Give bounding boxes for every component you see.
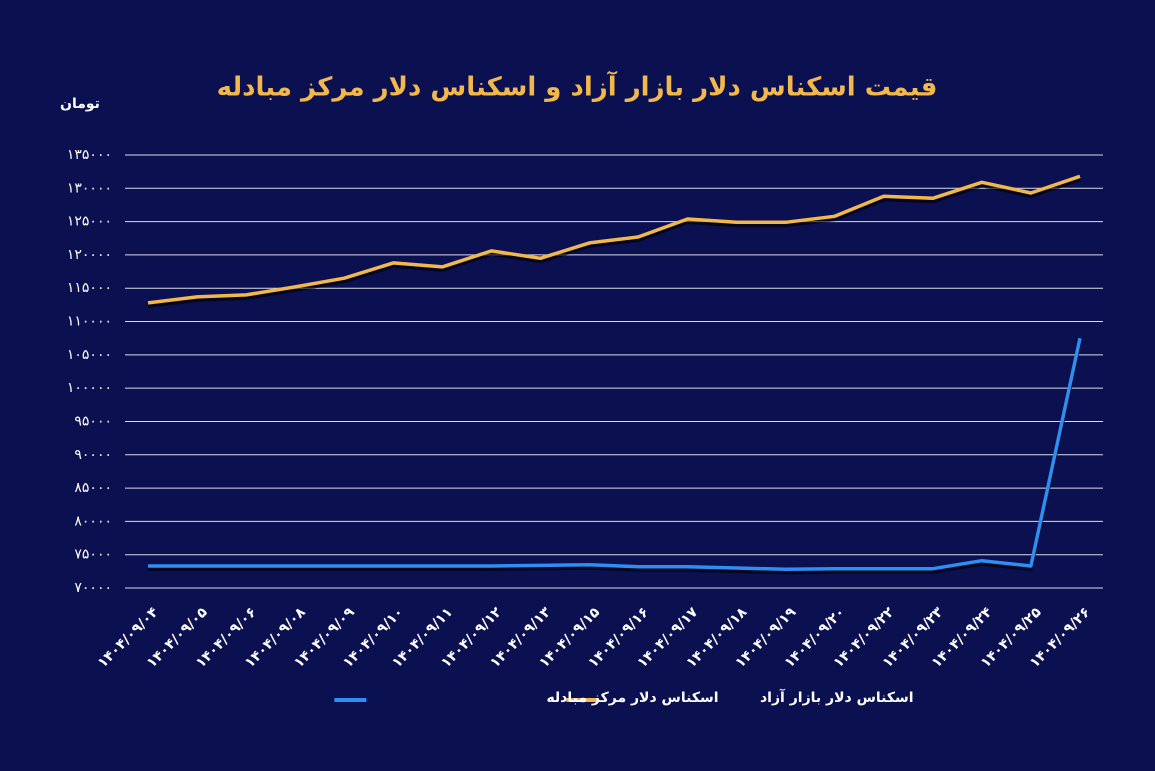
y-tick-label: ۱۱۵۰۰۰ bbox=[67, 280, 112, 296]
y-tick-label: ۱۲۰۰۰۰ bbox=[67, 247, 112, 263]
y-tick-label: ۸۰۰۰۰ bbox=[74, 513, 112, 529]
y-tick-label: ۷۵۰۰۰ bbox=[74, 547, 112, 563]
line-shadow bbox=[148, 340, 1082, 575]
legend-label: اسکناس دلار بازار آزاد bbox=[760, 688, 914, 706]
y-tick-label: ۱۰۵۰۰۰ bbox=[67, 347, 112, 363]
y-tick-label: ۷۰۰۰۰ bbox=[74, 580, 112, 596]
series-line bbox=[147, 174, 1081, 305]
chart-title: قیمت اسکناس دلار بازار آزاد و اسکناس دلا… bbox=[217, 71, 938, 103]
y-tick-label: ۹۵۰۰۰ bbox=[74, 413, 112, 429]
y-tick-label: ۱۳۵۰۰۰ bbox=[67, 147, 112, 163]
y-tick-label: ۹۰۰۰۰ bbox=[74, 447, 112, 463]
legend-label: اسکناس دلار مرکز مبادله bbox=[546, 690, 718, 706]
y-axis-label: تومان bbox=[60, 96, 100, 112]
y-tick-label: ۱۳۰۰۰۰ bbox=[67, 180, 112, 196]
y-tick-label: ۱۲۵۰۰۰ bbox=[67, 214, 112, 230]
y-tick-label: ۱۱۰۰۰۰ bbox=[67, 314, 112, 330]
series-line bbox=[148, 337, 1082, 572]
line-shadow bbox=[147, 177, 1081, 308]
y-tick-label: ۸۵۰۰۰ bbox=[74, 480, 112, 496]
y-tick-label: ۱۰۰۰۰۰ bbox=[67, 380, 112, 396]
